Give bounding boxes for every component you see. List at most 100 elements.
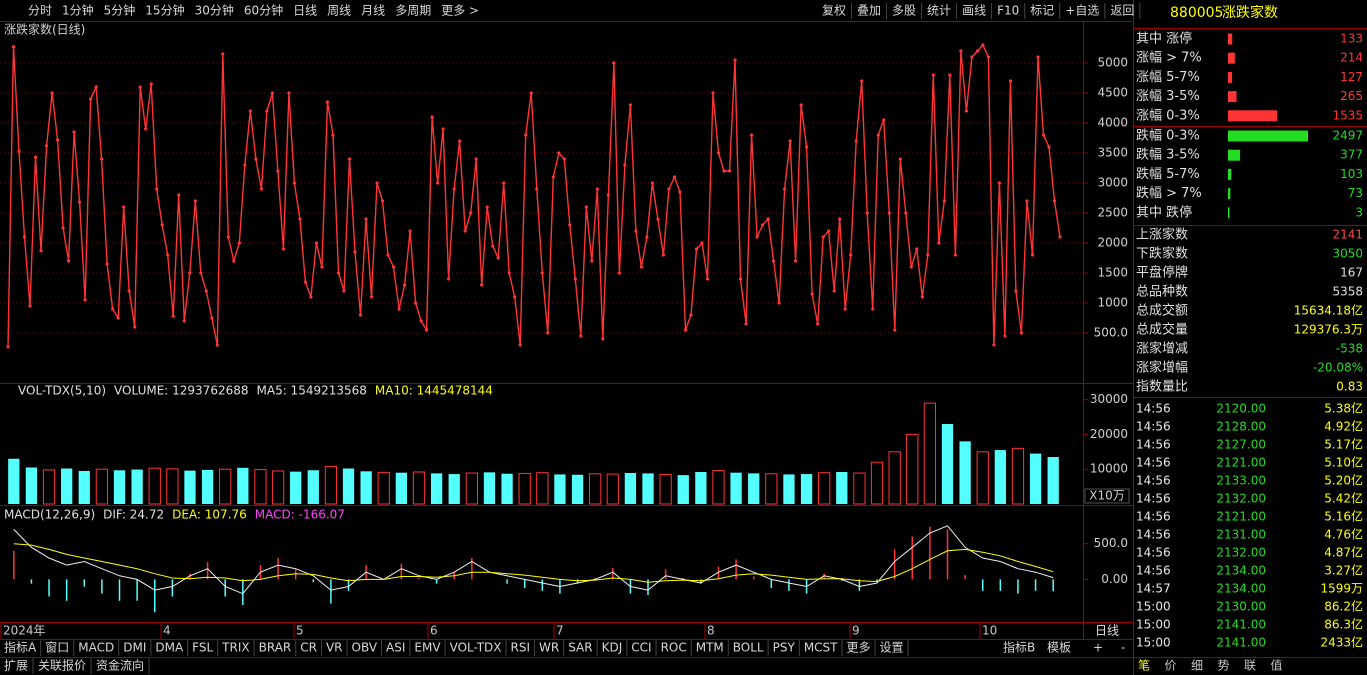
indicator-tab[interactable]: TRIX [221, 641, 249, 655]
tool-button[interactable]: 标记 [1030, 4, 1054, 18]
indicator-tab[interactable]: MACD [78, 641, 114, 655]
y-tick-label: 5000 [1097, 55, 1128, 69]
indicator-tab[interactable]: 指标B [1003, 640, 1035, 655]
period-button[interactable]: 5分钟 [104, 3, 136, 18]
data-point [959, 49, 963, 53]
tool-button[interactable]: 复权 [822, 4, 846, 18]
x-tick-label: 8 [707, 624, 715, 638]
distribution-value: 103 [1340, 167, 1363, 181]
tick-amount: 5.20亿 [1324, 473, 1363, 488]
indicator-tab[interactable]: CR [300, 641, 317, 655]
tick-amount: 86.2亿 [1324, 599, 1363, 614]
period-button[interactable]: 月线 [361, 4, 385, 18]
indicator-tab[interactable]: ROC [661, 641, 687, 655]
indicator-tab[interactable]: PSY [773, 641, 796, 655]
period-button[interactable]: 多周期 [395, 4, 431, 18]
data-point [204, 289, 208, 293]
tool-button[interactable]: 叠加 [857, 4, 881, 18]
data-point [166, 253, 170, 257]
volume-bar [8, 458, 20, 504]
data-point [447, 277, 451, 281]
period-button[interactable]: 30分钟 [195, 3, 234, 18]
data-point [452, 187, 456, 191]
tick-time: 15:00 [1136, 600, 1171, 614]
indicator-tab[interactable]: 指标A [4, 640, 37, 655]
period-button[interactable]: 周线 [327, 4, 351, 18]
indicator-tab[interactable]: 更多 [847, 641, 871, 655]
indicator-tab[interactable]: CCI [631, 641, 651, 655]
tool-button[interactable]: 多股 [892, 4, 916, 18]
data-point [215, 343, 219, 347]
indicator-tab[interactable]: MCST [804, 641, 838, 655]
data-point [970, 55, 974, 59]
indicator-tab[interactable]: OBV [352, 641, 378, 655]
indicator-tab[interactable]: FSL [192, 641, 213, 655]
side-tab[interactable]: 笔 [1138, 658, 1150, 673]
tool-button[interactable]: +自选 [1065, 4, 1099, 18]
tool-button[interactable]: 画线 [962, 4, 986, 18]
distribution-bar [1228, 52, 1235, 64]
indicator-tab[interactable]: DMA [155, 641, 184, 655]
data-point [83, 298, 87, 302]
period-button[interactable]: 日线 [293, 4, 317, 18]
indicator-tab[interactable]: DMI [123, 641, 146, 655]
tool-button[interactable]: F10 [997, 4, 1019, 18]
indicator-tab[interactable]: 模板 [1047, 641, 1071, 655]
indicator-tab[interactable]: + [1093, 641, 1103, 655]
bottom-tab[interactable]: 资金流向 [96, 658, 144, 673]
data-point [469, 211, 473, 215]
data-point [805, 145, 809, 149]
data-point [320, 265, 324, 269]
data-point [634, 229, 638, 233]
data-point [898, 157, 902, 161]
indicator-tab[interactable]: VOL-TDX [450, 641, 502, 655]
indicator-tab[interactable]: BRAR [259, 641, 292, 655]
bottom-tab[interactable]: 关联报价 [38, 658, 86, 673]
side-tab[interactable]: 细 [1191, 659, 1203, 673]
indicator-tab[interactable]: ASI [386, 641, 405, 655]
volume-bar [642, 473, 654, 504]
data-point [144, 127, 148, 131]
data-point [331, 133, 335, 137]
volume-bar [659, 473, 672, 505]
period-button[interactable]: 更多 > [441, 4, 479, 18]
side-tab[interactable]: 价 [1165, 659, 1177, 673]
data-point [799, 103, 803, 107]
volume-bar [430, 473, 443, 504]
side-tab[interactable]: 值 [1271, 658, 1283, 673]
data-point [810, 292, 814, 296]
period-button[interactable]: 60分钟 [244, 3, 283, 18]
bottom-tab[interactable]: 扩展 [4, 659, 28, 673]
indicator-tab[interactable]: RSI [511, 641, 531, 655]
indicator-tab[interactable]: KDJ [602, 641, 623, 655]
indicator-tab[interactable]: - [1121, 641, 1125, 655]
volume-bar [695, 472, 707, 504]
tick-price: 2130.00 [1216, 600, 1266, 614]
side-tab[interactable]: 联 [1244, 659, 1256, 673]
indicator-tab[interactable]: 窗口 [45, 641, 69, 655]
data-point [645, 235, 649, 239]
indicator-tab[interactable]: MTM [696, 641, 724, 655]
indicator-tab[interactable]: WR [539, 641, 559, 655]
data-point [568, 223, 572, 227]
period-button[interactable]: 1分钟 [62, 3, 94, 18]
period-button[interactable]: 15分钟 [145, 3, 184, 18]
indicator-tab[interactable]: EMV [414, 641, 441, 655]
indicator-tab[interactable]: BOLL [733, 641, 764, 655]
data-point [237, 241, 241, 245]
side-tab[interactable]: 势 [1218, 659, 1230, 673]
x-tick-label: 2024年 [3, 624, 46, 638]
data-point [904, 211, 908, 215]
tick-amount: 4.92亿 [1324, 419, 1363, 434]
x-tick-label: 5 [296, 624, 304, 638]
tool-button[interactable]: 统计 [927, 4, 951, 18]
data-point [138, 85, 142, 89]
indicator-tab[interactable]: 设置 [880, 641, 904, 655]
period-button[interactable]: 分时 [28, 4, 52, 18]
data-point [1052, 199, 1057, 203]
indicator-tab[interactable]: VR [326, 641, 343, 655]
data-point [931, 73, 935, 77]
tool-button[interactable]: 返回 [1110, 4, 1134, 18]
y-tick-label: 500.0 [1094, 536, 1128, 550]
indicator-tab[interactable]: SAR [568, 641, 592, 655]
